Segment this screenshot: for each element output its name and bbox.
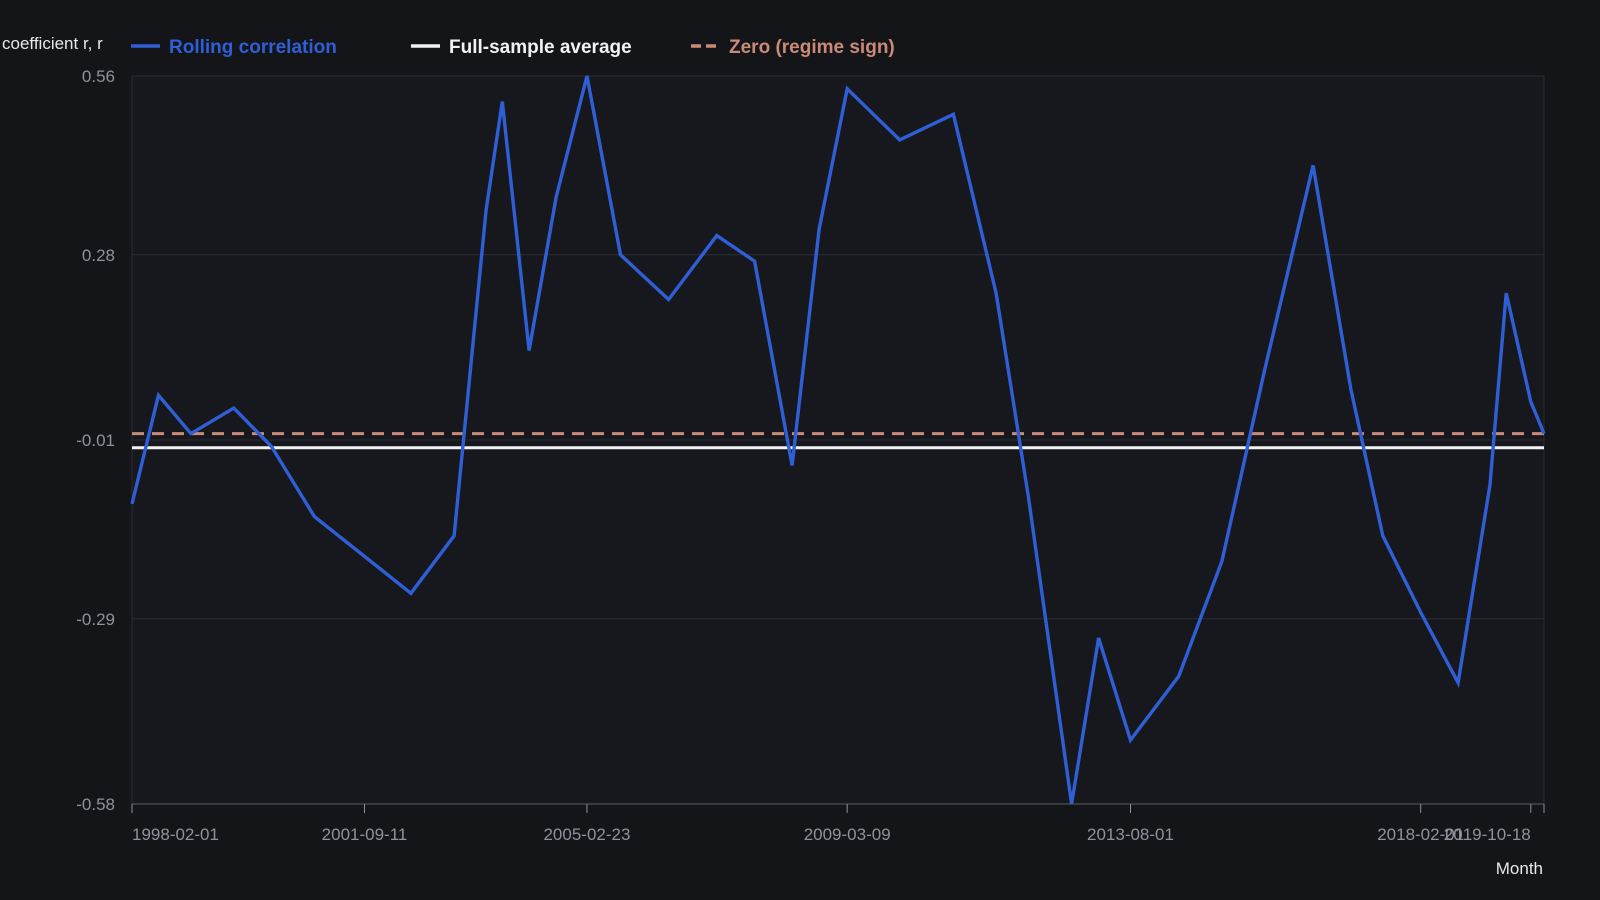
x-tick-label: 2019-10-18 — [1444, 825, 1531, 844]
x-tick-label: 2009-03-09 — [804, 825, 891, 844]
y-tick-label: 0.28 — [82, 246, 115, 265]
x-tick-label: 2005-02-23 — [543, 825, 630, 844]
series-lines — [130, 75, 1546, 805]
y-axis-title: coefficient r, r — [2, 34, 103, 53]
legend-label: Zero (regime sign) — [729, 37, 895, 58]
x-axis: 1998-02-01 2001-09-11 2005-02-23 2009-03-09… — [131, 803, 1545, 844]
y-tick-label: -0.01 — [76, 431, 115, 450]
y-tick-label: -0.29 — [76, 610, 115, 629]
reference-lines — [132, 432, 1544, 450]
y-axis: 0.56 0.28 -0.01 -0.29 -0.58 coefficient r, r — [2, 34, 115, 814]
legend-label: Rolling correlation — [169, 37, 337, 58]
legend: Rolling correlation Full-sample average Ze… — [131, 37, 895, 58]
x-tick-label: 2013-08-01 — [1087, 825, 1174, 844]
x-tick-label: 1998-02-01 — [132, 825, 219, 844]
x-tick-label: 2018-02-01 — [1377, 825, 1464, 844]
y-tick-label: 0.56 — [82, 67, 115, 86]
x-tick-label: 2001-09-11 — [322, 825, 408, 844]
legend-label: Full-sample average — [449, 37, 632, 58]
series-line-rolling-correlation — [130, 75, 1546, 805]
x-axis-title: Month — [1496, 859, 1543, 878]
y-tick-label: -0.58 — [76, 795, 115, 814]
